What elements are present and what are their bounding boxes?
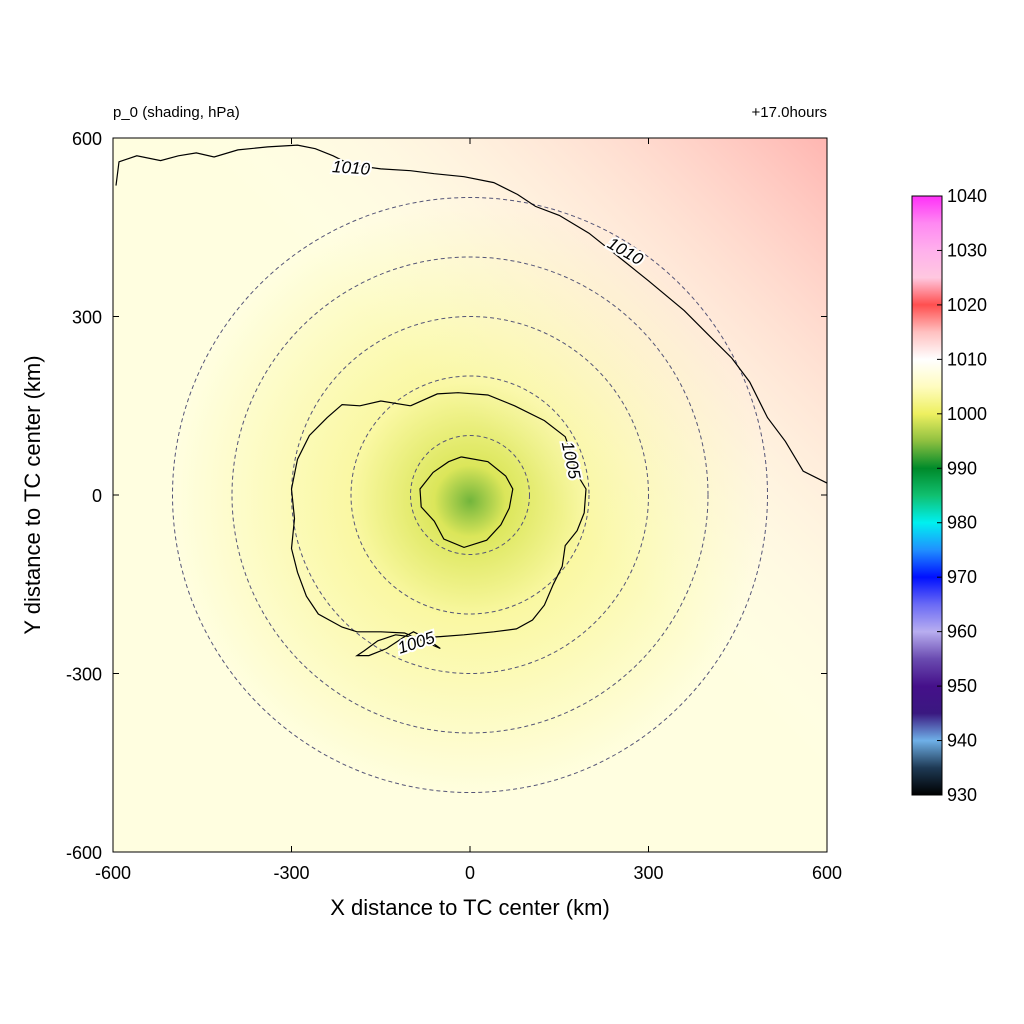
y-tick-label: 0 [92, 486, 102, 506]
colorbar-tick-label: 940 [947, 731, 977, 751]
x-axis-title: X distance to TC center (km) [330, 895, 610, 920]
chart-title: p_0 (shading, hPa) [113, 104, 240, 121]
contour-1010 [115, 144, 827, 484]
colorbar-gradient-bar [911, 195, 943, 796]
y-tick-label: -600 [66, 843, 102, 863]
x-axis-ticks: -600 -300 0 300 600 [95, 138, 842, 883]
colorbar-tick-label: 930 [947, 785, 977, 805]
y-tick-label: -300 [66, 665, 102, 685]
colorbar-tick-label: 1020 [947, 295, 987, 315]
pressure-contours [115, 144, 827, 657]
range-ring [172, 197, 768, 793]
range-rings [172, 197, 768, 793]
colorbar-tick-label: 970 [947, 567, 977, 587]
colorbar-tick-label: 1030 [947, 240, 987, 260]
contour-label: 1010 [332, 157, 372, 179]
colorbar: 1040 1030 1020 1010 1000 990 980 970 960 950 940 93… [911, 186, 987, 805]
range-ring [410, 435, 530, 555]
colorbar-tick-label: 1010 [947, 349, 987, 369]
y-axis-title: Y distance to TC center (km) [20, 355, 45, 634]
x-tick-label: 600 [812, 863, 842, 883]
colorbar-tick-label: 950 [947, 676, 977, 696]
y-tick-label: 300 [72, 308, 102, 328]
range-ring [291, 316, 649, 674]
y-axis-ticks: 600 300 0 -300 -600 [66, 129, 827, 863]
colorbar-tick-label: 990 [947, 458, 977, 478]
colorbar-tick-label: 980 [947, 513, 977, 533]
range-ring [231, 256, 709, 734]
colorbar-tick-label: 960 [947, 622, 977, 642]
range-ring [350, 375, 590, 615]
x-tick-label: 300 [633, 863, 663, 883]
pressure-field-northeast-tint [113, 138, 827, 852]
colorbar-tick-label: 1040 [947, 186, 987, 206]
contour-1005 [290, 392, 587, 657]
colorbar-tick-label: 1000 [947, 404, 987, 424]
x-tick-label: -300 [273, 863, 309, 883]
contour-995 [419, 456, 514, 549]
x-tick-label: -600 [95, 863, 131, 883]
x-tick-label: 0 [465, 863, 475, 883]
y-tick-label: 600 [72, 129, 102, 149]
colorbar-ticks: 1040 1030 1020 1010 1000 990 980 970 960 950 940 93… [937, 186, 987, 805]
time-label: +17.0hours [752, 104, 827, 121]
